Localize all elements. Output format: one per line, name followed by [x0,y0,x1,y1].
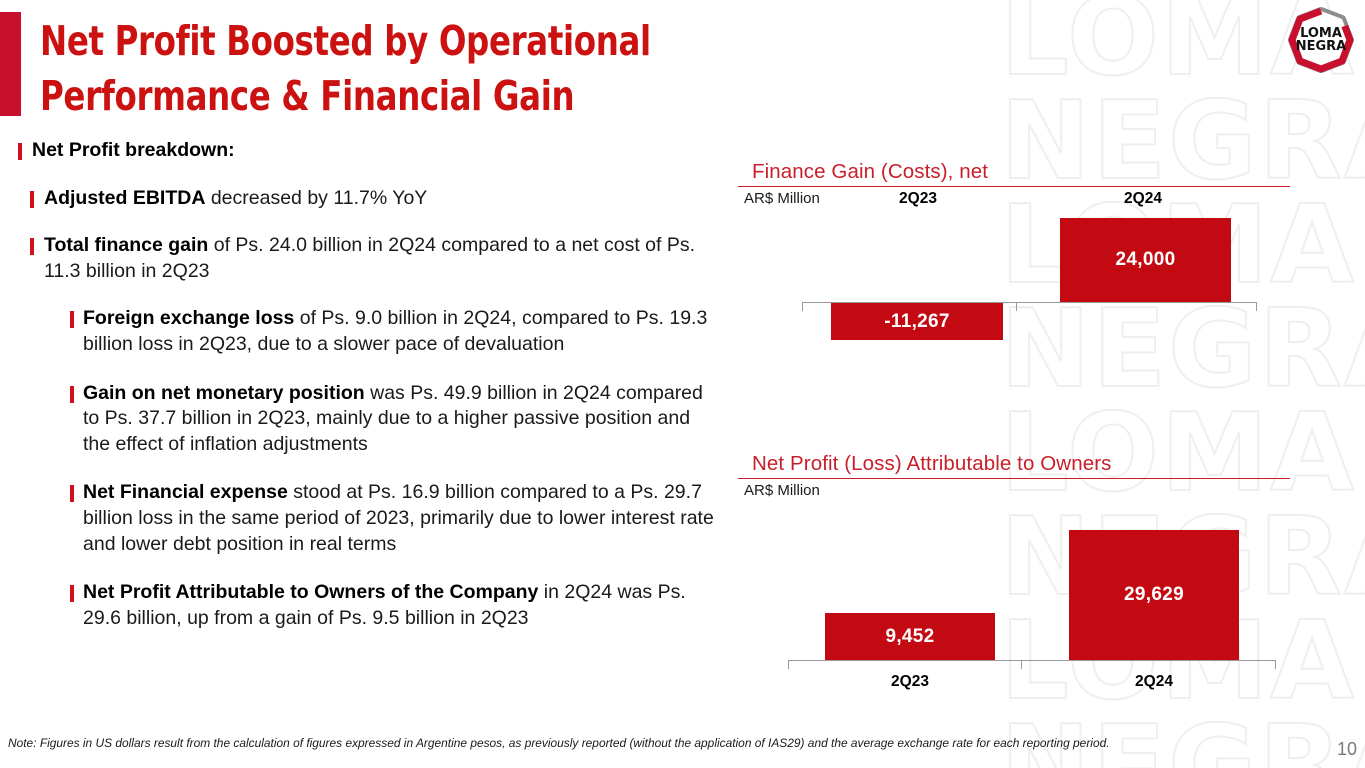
chart-category-label-2q23: 2Q23 [899,190,937,207]
bullet-text: Net Financial expense stood at Ps. 16.9 … [83,481,714,555]
chart-title: Finance Gain (Costs), net [752,160,989,183]
axis-tick-center [1021,660,1022,669]
bullet-item: Foreign exchange loss of Ps. 9.0 billion… [0,306,720,357]
bar-2q24: 24,000 [1060,218,1231,302]
bullet-item: Adjusted EBITDA decreased by 11.7% YoY [0,186,720,212]
loma-negra-logo: LOMA NEGRA [1285,6,1357,84]
svg-text:LOMA: LOMA [1300,26,1342,41]
chart-unit-label: AR$ Million [744,190,820,207]
chart-net-profit-owners: Net Profit (Loss) Attributable to Owners… [738,452,1290,695]
bullet-text: Foreign exchange loss of Ps. 9.0 billion… [83,307,708,355]
chart-category-label-2q24: 2Q24 [1124,190,1162,207]
chart-plot-area: -11,267 24,000 [738,218,1290,370]
bullet-marker-icon [70,485,74,503]
logo-mark-icon: LOMA NEGRA [1288,7,1354,73]
chart-finance-gain: Finance Gain (Costs), net AR$ Million 2Q… [738,160,1290,370]
zero-axis-line [802,302,1257,303]
chart-title-rule [738,478,1290,479]
bar-value-2q24: 29,629 [1124,584,1184,605]
bar-2q23: -11,267 [831,303,1003,340]
bullet-text: Net Profit breakdown: [32,139,235,161]
chart-plot-area: 9,452 29,629 2Q23 2Q24 [738,510,1290,695]
chart-header-row: AR$ Million 2Q23 2Q24 [738,190,1290,212]
bar-value-2q23: -11,267 [884,310,950,332]
chart-unit-label: AR$ Million [744,482,820,499]
svg-text:NEGRA: NEGRA [1296,39,1347,54]
chart-title-rule [738,186,1290,187]
axis-tick-right [1275,660,1276,669]
bar-value-2q24: 24,000 [1115,249,1176,270]
bullet-item: Net Financial expense stood at Ps. 16.9 … [0,480,720,557]
bar-2q24: 29,629 [1069,530,1239,660]
bullet-item: Total finance gain of Ps. 24.0 billion i… [0,233,720,284]
zero-axis-line [788,660,1276,661]
bar-2q23: 9,452 [825,613,995,660]
bullet-marker-icon [70,311,74,329]
bullet-text: Adjusted EBITDA decreased by 11.7% YoY [44,186,428,209]
axis-tick-left [802,302,803,311]
bullet-marker-icon [70,585,74,603]
chart-header-row: AR$ Million [738,482,1290,504]
page-number: 10 [1336,739,1357,759]
bullet-text: Gain on net monetary position was Ps. 49… [83,381,703,455]
bullet-text: Total finance gain of Ps. 24.0 billion i… [44,234,696,282]
footer-note: Note: Figures in US dollars result from … [8,736,1110,750]
page-title: Net Profit Boosted by Operational Perfor… [40,17,651,120]
bullet-item: Net Profit breakdown: [0,138,720,164]
title-accent-bar [0,12,21,116]
bullet-item: Gain on net monetary position was Ps. 49… [0,381,720,458]
bullet-text: Net Profit Attributable to Owners of the… [83,581,686,629]
chart-title: Net Profit (Loss) Attributable to Owners [752,452,1112,475]
bar-value-2q23: 9,452 [885,625,935,647]
bullet-list: Net Profit breakdown: Adjusted EBITDA dec… [0,138,720,654]
bullet-item: Net Profit Attributable to Owners of the… [0,580,720,631]
bullet-marker-icon [30,190,34,208]
axis-tick-left [788,660,789,669]
chart-category-label-2q24: 2Q24 [1135,673,1173,690]
bullet-marker-icon [70,385,74,403]
bullet-marker-icon [18,143,22,160]
bullet-marker-icon [30,238,34,256]
axis-tick-right [1256,302,1257,311]
chart-category-label-2q23: 2Q23 [891,673,929,690]
axis-tick-center [1016,302,1017,311]
